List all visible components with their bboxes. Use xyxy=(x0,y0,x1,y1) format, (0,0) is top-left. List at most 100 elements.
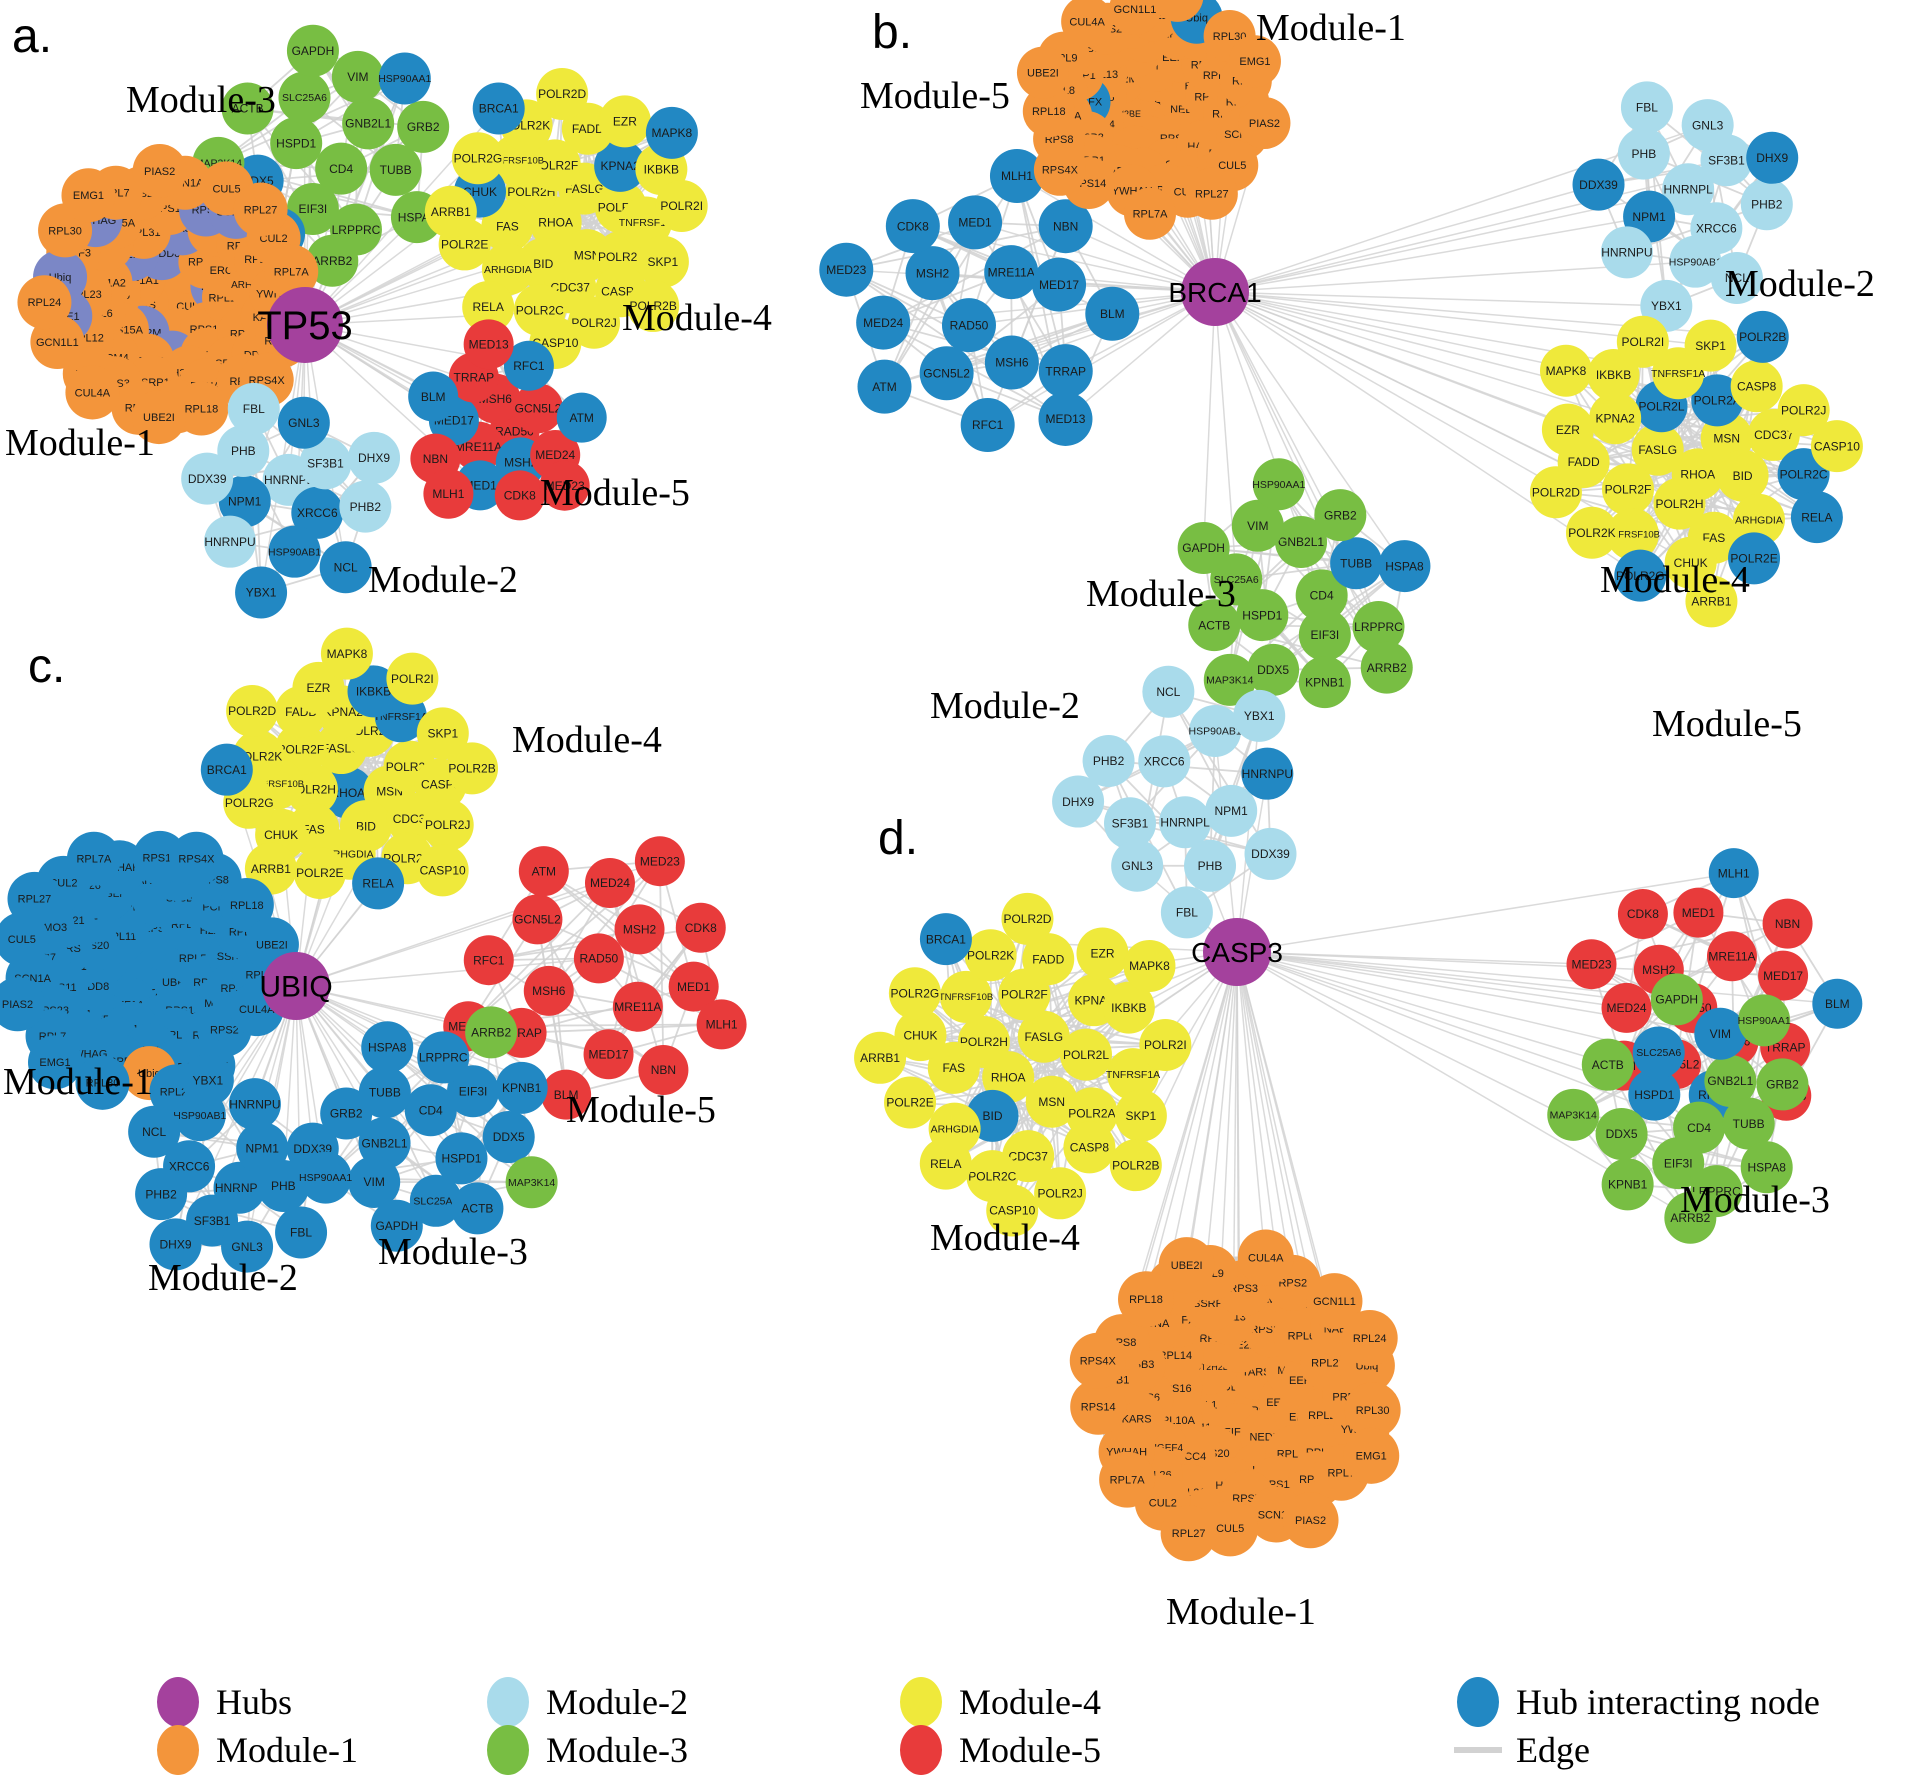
node-MED23[interactable]: MED23 xyxy=(1566,939,1617,990)
node-RPL30[interactable]: RPL30 xyxy=(75,1055,130,1110)
node-RPL7A[interactable]: RPL7A xyxy=(1099,1451,1156,1508)
node-EMG1[interactable]: EMG1 xyxy=(28,1035,83,1090)
node-ARRB2[interactable]: ARRB2 xyxy=(306,234,359,287)
node-POLR2D[interactable]: POLR2D xyxy=(1529,466,1582,519)
hub-node-TP53[interactable]: TP53 xyxy=(257,287,353,363)
node-GCN1L1[interactable]: GCN1L1 xyxy=(1306,1273,1363,1330)
node-GNB2L1[interactable]: GNB2L1 xyxy=(358,1117,411,1170)
node-HSPD1[interactable]: HSPD1 xyxy=(1236,589,1289,642)
node-POLR2I[interactable]: POLR2I xyxy=(1139,1018,1192,1071)
node-CUL4A[interactable]: CUL4A xyxy=(1061,0,1114,48)
node-HSPA8[interactable]: HSPA8 xyxy=(1378,540,1431,593)
node-PHB[interactable]: PHB xyxy=(257,1160,310,1213)
node-DDX39[interactable]: DDX39 xyxy=(181,452,234,505)
node-PIAS2[interactable]: PIAS2 xyxy=(1238,97,1291,150)
node-EIF3I[interactable]: EIF3I xyxy=(447,1065,500,1118)
hub-node-BRCA1[interactable]: BRCA1 xyxy=(1168,258,1262,326)
node-MSH2[interactable]: MSH2 xyxy=(905,246,960,301)
node-PHB2[interactable]: PHB2 xyxy=(135,1168,188,1221)
node-RFC1[interactable]: RFC1 xyxy=(503,340,554,391)
node-HNRNPU[interactable]: HNRNPU xyxy=(1241,747,1294,800)
node-CD4[interactable]: CD4 xyxy=(1295,569,1348,622)
node-MAPK8[interactable]: MAPK8 xyxy=(645,106,698,159)
node-POLR2I[interactable]: POLR2I xyxy=(386,652,439,705)
node-ARRB1[interactable]: ARRB1 xyxy=(1685,575,1738,628)
node-HSPA8[interactable]: HSPA8 xyxy=(1740,1141,1793,1194)
node-TRRAP[interactable]: TRRAP xyxy=(1038,344,1093,399)
node-EIF3I[interactable]: EIF3I xyxy=(1652,1137,1705,1190)
node-RPL7A[interactable]: RPL7A xyxy=(66,831,121,886)
node-GNB2L1[interactable]: GNB2L1 xyxy=(1704,1054,1757,1107)
node-HSP90AA1[interactable]: HSP90AA1 xyxy=(378,52,431,105)
node-KPNB1[interactable]: KPNB1 xyxy=(495,1061,548,1114)
node-POLR2J[interactable]: POLR2J xyxy=(568,296,621,349)
node-YBX1[interactable]: YBX1 xyxy=(1233,689,1286,742)
node-RPS4X[interactable]: RPS4X xyxy=(1033,143,1086,196)
node-CASP8[interactable]: CASP8 xyxy=(1730,360,1783,413)
hub-node-CASP3[interactable]: CASP3 xyxy=(1191,918,1283,986)
node-FADD[interactable]: FADD xyxy=(1022,933,1075,986)
node-PHB[interactable]: PHB xyxy=(1184,839,1237,892)
node-BRCA1[interactable]: BRCA1 xyxy=(919,913,972,966)
node-MED23[interactable]: MED23 xyxy=(819,242,874,297)
node-HNRNPU[interactable]: HNRNPU xyxy=(228,1078,281,1131)
node-EMG1[interactable]: EMG1 xyxy=(1228,35,1281,88)
node-POLR2F[interactable]: POLR2F xyxy=(528,139,581,192)
node-MAP3K14[interactable]: MAP3K14 xyxy=(1203,653,1256,706)
node-POLR2G[interactable]: POLR2G xyxy=(451,132,504,185)
node-ACTB[interactable]: ACTB xyxy=(1188,599,1241,652)
node-VIM[interactable]: VIM xyxy=(1231,499,1284,552)
node-DHX9[interactable]: DHX9 xyxy=(149,1218,202,1271)
node-DHX9[interactable]: DHX9 xyxy=(1052,775,1105,828)
node-ATM[interactable]: ATM xyxy=(857,359,912,414)
node-XRCC6[interactable]: XRCC6 xyxy=(1138,735,1191,788)
node-VIM[interactable]: VIM xyxy=(348,1155,401,1208)
node-POLR2J[interactable]: POLR2J xyxy=(1034,1167,1087,1220)
node-NPM1[interactable]: NPM1 xyxy=(218,475,271,528)
node-RPL24[interactable]: RPL24 xyxy=(17,275,72,330)
node-GNL3[interactable]: GNL3 xyxy=(1111,839,1164,892)
node-SLC25A6[interactable]: SLC25A6 xyxy=(409,1174,462,1227)
node-GAPDH[interactable]: GAPDH xyxy=(1177,522,1230,575)
node-EMG1[interactable]: EMG1 xyxy=(61,168,116,223)
node-POLR2B[interactable]: POLR2B xyxy=(1109,1139,1162,1192)
node-GNL3[interactable]: GNL3 xyxy=(277,396,330,449)
node-BID[interactable]: BID xyxy=(1716,449,1769,502)
node-GCN5L2[interactable]: GCN5L2 xyxy=(512,894,563,945)
node-RPS4X[interactable]: RPS4X xyxy=(1069,1332,1126,1389)
node-CASP10[interactable]: CASP10 xyxy=(1810,420,1863,473)
node-RPL18[interactable]: RPL18 xyxy=(1118,1271,1175,1328)
node-DDX5[interactable]: DDX5 xyxy=(1247,643,1300,696)
node-GRB2[interactable]: GRB2 xyxy=(397,100,450,153)
node-SKP1[interactable]: SKP1 xyxy=(1114,1089,1167,1142)
node-POLR2D[interactable]: POLR2D xyxy=(536,67,589,120)
node-PIAS2[interactable]: PIAS2 xyxy=(132,144,187,199)
node-TUBB[interactable]: TUBB xyxy=(369,143,422,196)
node-ARRB2[interactable]: ARRB2 xyxy=(1664,1191,1717,1244)
node-MED1[interactable]: MED1 xyxy=(668,961,719,1012)
node-HSP90AA1[interactable]: HSP90AA1 xyxy=(1738,994,1791,1047)
node-MRE11A[interactable]: MRE11A xyxy=(984,245,1039,300)
node-POLR2L[interactable]: POLR2L xyxy=(1059,1028,1112,1081)
node-POLR2E[interactable]: POLR2E xyxy=(293,846,346,899)
node-LRPPRC[interactable]: LRPPRC xyxy=(417,1031,470,1084)
node-POLR2E[interactable]: POLR2E xyxy=(1728,532,1781,585)
node-PHB[interactable]: PHB xyxy=(1617,127,1670,180)
node-CD4[interactable]: CD4 xyxy=(404,1084,457,1137)
node-MED23[interactable]: MED23 xyxy=(634,836,685,887)
node-CUL5[interactable]: CUL5 xyxy=(1202,1500,1259,1557)
node-ATM[interactable]: ATM xyxy=(518,846,569,897)
node-ACTB[interactable]: ACTB xyxy=(221,82,274,135)
node-LRPPRC[interactable]: LRPPRC xyxy=(1352,600,1405,653)
node-MAP3K14[interactable]: MAP3K14 xyxy=(1547,1088,1600,1141)
node-SKP1[interactable]: SKP1 xyxy=(1684,319,1737,372)
node-TNFRSF10B[interactable]: TNFRSF10B xyxy=(939,970,993,1023)
node-FBL[interactable]: FBL xyxy=(1620,81,1673,134)
node-NBN[interactable]: NBN xyxy=(1762,898,1813,949)
node-MED17[interactable]: MED17 xyxy=(1758,950,1809,1001)
node-NCL[interactable]: NCL xyxy=(1710,252,1763,305)
node-MLH1[interactable]: MLH1 xyxy=(423,468,474,519)
node-HNRNPL[interactable]: HNRNPL xyxy=(1662,163,1715,216)
node-MED1[interactable]: MED1 xyxy=(1673,887,1724,938)
node-HSP90AA1[interactable]: HSP90AA1 xyxy=(1252,458,1306,511)
